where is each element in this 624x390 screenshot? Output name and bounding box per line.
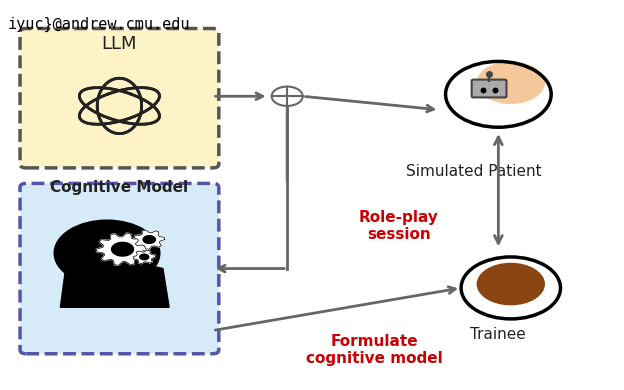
Text: Simulated Patient: Simulated Patient <box>406 164 542 179</box>
Circle shape <box>271 87 303 106</box>
Text: Formulate
cognitive model: Formulate cognitive model <box>306 334 442 366</box>
Circle shape <box>477 263 545 305</box>
Circle shape <box>54 220 160 286</box>
Text: Role-play
session: Role-play session <box>359 210 439 242</box>
Text: iyuc}@andrew.cmu.edu: iyuc}@andrew.cmu.edu <box>7 17 190 32</box>
Polygon shape <box>140 254 149 260</box>
Text: Cognitive Model: Cognitive Model <box>51 180 188 195</box>
FancyBboxPatch shape <box>20 183 219 354</box>
Polygon shape <box>61 257 169 307</box>
Text: Trainee: Trainee <box>470 327 526 342</box>
Polygon shape <box>143 236 155 243</box>
Circle shape <box>477 61 545 104</box>
Polygon shape <box>112 243 134 256</box>
Text: LLM: LLM <box>102 35 137 53</box>
FancyBboxPatch shape <box>20 28 219 168</box>
Polygon shape <box>134 230 165 249</box>
FancyBboxPatch shape <box>472 80 507 98</box>
Polygon shape <box>133 250 155 264</box>
Polygon shape <box>97 233 149 265</box>
